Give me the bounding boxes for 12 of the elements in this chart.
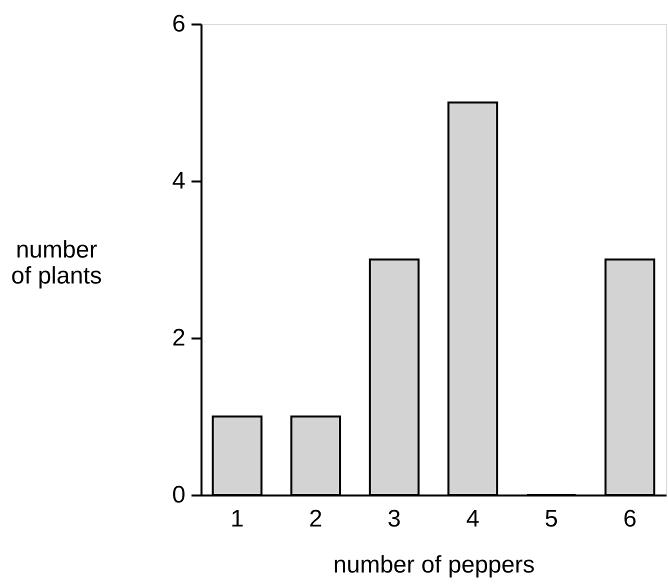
x-tick-label: 5: [544, 506, 558, 532]
x-tick-label: 3: [388, 506, 401, 532]
y-axis-title: number of plants: [11, 236, 102, 290]
y-tick-label: 2: [172, 324, 186, 352]
x-tick-label: 6: [623, 506, 637, 532]
x-tick-label: 2: [309, 506, 322, 532]
y-tick-label: 0: [172, 482, 186, 508]
y-tick-label: 6: [172, 10, 186, 38]
x-axis-title: number of peppers: [333, 552, 535, 578]
x-tick-label: 4: [466, 506, 480, 532]
y-tick-label: 4: [172, 168, 186, 194]
x-tick-label: 1: [230, 506, 244, 532]
